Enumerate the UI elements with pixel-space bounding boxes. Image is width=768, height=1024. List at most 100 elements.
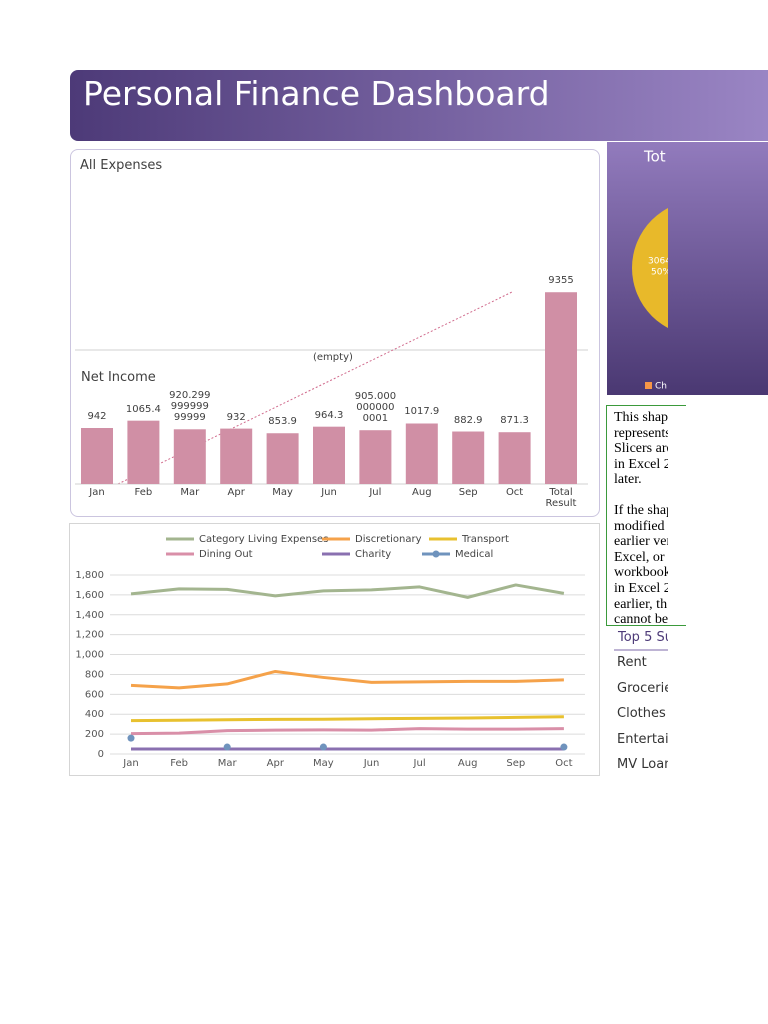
- note-line: Excel, or: [614, 549, 665, 565]
- page-title: Personal Finance Dashboard: [83, 74, 550, 113]
- x-tick-label: Jan: [122, 758, 138, 769]
- top5-item: MV Loan: [617, 757, 668, 772]
- note-line: cannot be: [614, 612, 668, 628]
- y-tick-label: 1,800: [75, 570, 104, 581]
- line-series: [130, 669, 564, 690]
- bar-chart-box: [70, 149, 600, 517]
- x-tick-label: Mar: [218, 758, 238, 769]
- top5-item: Entertain: [617, 731, 668, 747]
- data-label: 905.0000000000001: [354, 391, 397, 425]
- data-label: 920.29999999999999: [169, 390, 211, 424]
- bar: [81, 428, 113, 484]
- annotation: Net Income: [81, 370, 156, 385]
- y-tick-label: 400: [85, 709, 104, 720]
- note-line: Slicers are: [614, 441, 668, 457]
- x-tick-label: Jun: [363, 758, 380, 769]
- line-series: [130, 715, 564, 723]
- legend-label: Transport: [461, 534, 509, 545]
- x-tick-label: May: [313, 758, 334, 769]
- data-label: 853.9: [268, 416, 297, 428]
- legend-swatch: [645, 382, 652, 389]
- note-line: modified: [614, 518, 665, 534]
- x-tick-label: Jan: [89, 487, 105, 498]
- note-line: earlier, th: [614, 596, 668, 612]
- data-label: 882.9: [453, 414, 483, 426]
- y-tick-label: 1,400: [75, 610, 104, 621]
- x-tick-label: Jul: [369, 487, 382, 498]
- note-line: This shap: [614, 410, 668, 425]
- x-tick-label: Jun: [321, 487, 337, 498]
- pie-title: Tot: [643, 148, 666, 166]
- marker: [223, 743, 231, 751]
- bar: [266, 433, 299, 484]
- x-tick-label: Apr: [267, 758, 285, 769]
- legend-marker: [432, 550, 440, 558]
- marker: [560, 743, 568, 751]
- y-tick-label: 1,200: [75, 630, 104, 641]
- bar: [127, 420, 160, 484]
- y-tick-label: 800: [85, 669, 104, 680]
- header-bar: [70, 70, 768, 141]
- top5-item: Rent: [617, 655, 647, 670]
- right-clip: This shap represents Slicers are in Excel 2…: [614, 410, 668, 772]
- line-series: [130, 583, 565, 599]
- note-line: If the shap: [614, 503, 668, 518]
- line-series: [130, 727, 564, 736]
- line-chart-box: [69, 523, 600, 776]
- legend-label: Ch: [655, 382, 667, 392]
- x-tick-label: Apr: [227, 487, 245, 498]
- bar: [452, 431, 485, 484]
- x-tick-label: May: [272, 487, 293, 498]
- top5-title: Top 5 Sul: [618, 630, 668, 645]
- data-label: 942: [87, 411, 107, 422]
- note-line: in Excel 2: [614, 456, 668, 472]
- x-tick-label: Feb: [170, 758, 188, 769]
- legend-label: Medical: [455, 549, 493, 560]
- x-tick-label: Feb: [134, 487, 153, 498]
- bar: [359, 430, 392, 484]
- bar: [313, 426, 345, 484]
- x-tick-label: Mar: [180, 487, 200, 498]
- data-label: 1017.9: [404, 406, 440, 418]
- data-label: 964.3: [314, 409, 344, 421]
- marker: [127, 734, 135, 742]
- data-label: 1065.4: [125, 403, 161, 415]
- pie-slice: [632, 208, 668, 328]
- y-tick-label: 600: [85, 689, 104, 700]
- annotation: (empty): [313, 352, 353, 363]
- chart-title: All Expenses: [80, 158, 163, 173]
- x-tick-label: Oct: [555, 758, 572, 769]
- y-tick-label: 0: [98, 749, 104, 760]
- legend-label: Category Living Expenses: [199, 534, 328, 545]
- bar: [545, 292, 577, 484]
- data-label: 932: [226, 411, 246, 423]
- note-line: later.: [614, 472, 642, 488]
- top5-item: Clothes: [617, 706, 666, 721]
- legend-label: Dining Out: [199, 549, 253, 560]
- x-tick-label: Jul: [413, 758, 426, 769]
- white-cover: [686, 405, 768, 775]
- data-label: 871.3: [500, 415, 529, 427]
- x-tick-label: Aug: [412, 487, 432, 498]
- pie-amount: 3064: [648, 257, 671, 267]
- note-line: represents: [614, 425, 668, 441]
- data-label: 9355: [548, 275, 574, 287]
- x-tick-label: Aug: [458, 758, 478, 769]
- y-tick-label: 200: [85, 729, 104, 740]
- note-line: earlier ver: [614, 534, 668, 550]
- x-tick-label: Sep: [458, 487, 478, 498]
- legend-label: Discretionary: [355, 534, 422, 545]
- pie-percent: 50%: [651, 268, 671, 278]
- bar: [173, 429, 206, 484]
- note-line: workbook: [614, 565, 668, 581]
- bar: [220, 428, 253, 484]
- legend-label: Charity: [355, 549, 391, 560]
- x-tick-label: Oct: [505, 487, 524, 498]
- note-line: in Excel 2: [614, 581, 668, 596]
- bar: [498, 432, 531, 484]
- y-tick-label: 1,600: [75, 590, 104, 601]
- x-tick-label: Sep: [506, 758, 525, 769]
- y-tick-label: 1,000: [75, 650, 104, 661]
